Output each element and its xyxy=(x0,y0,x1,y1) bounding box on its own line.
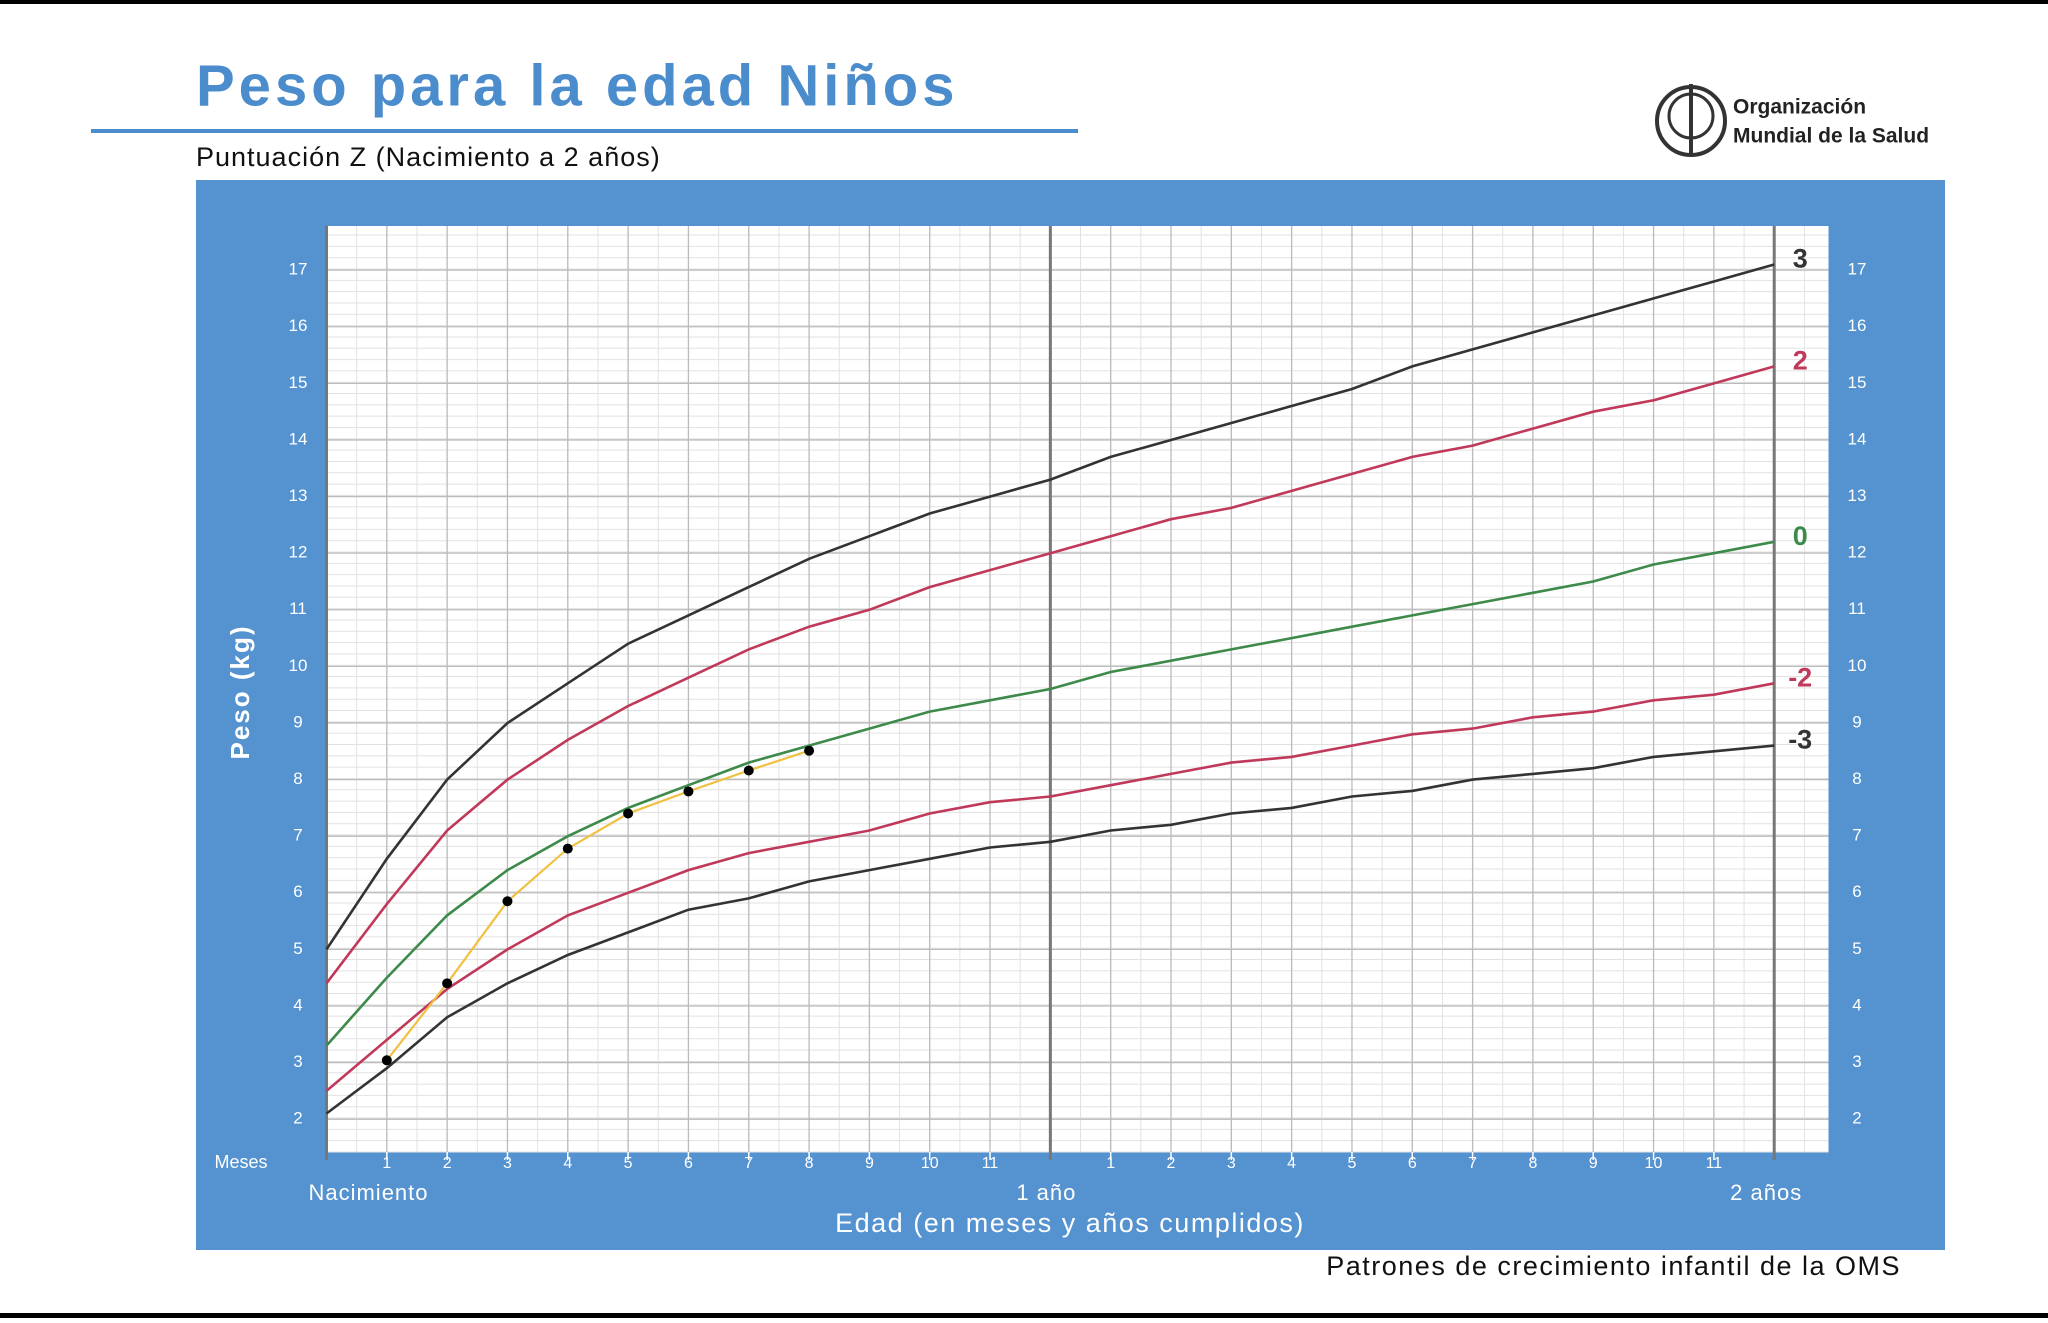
x-tick-label: 6 xyxy=(1408,1155,1417,1172)
y-tick-label: 17 xyxy=(289,260,308,279)
y-tick-label: 10 xyxy=(289,656,308,675)
y-tick-label: 4 xyxy=(1852,995,1861,1014)
data-point xyxy=(442,978,453,989)
y-tick-label: 11 xyxy=(289,599,307,618)
x-tick-label: 8 xyxy=(1528,1155,1537,1172)
y-tick-label: 13 xyxy=(289,486,308,505)
x-tick-label: 10 xyxy=(1645,1155,1663,1172)
x-tick-label: 1 xyxy=(1106,1155,1115,1172)
plot-area xyxy=(326,226,1829,1152)
series-line xyxy=(325,540,1775,1047)
x-tick-label: 3 xyxy=(1227,1155,1236,1172)
y-tick-label: 5 xyxy=(293,939,302,958)
y-tick-label: 12 xyxy=(1848,543,1867,562)
series-label: 0 xyxy=(1793,521,1808,551)
y-tick-label: 5 xyxy=(1852,939,1861,958)
chart-subtitle: Puntuación Z (Nacimiento a 2 años) xyxy=(196,142,661,172)
y-tick-label: 12 xyxy=(289,543,308,562)
y-tick-label: 9 xyxy=(293,712,302,731)
series-line xyxy=(325,744,1775,1115)
y-tick-label: 7 xyxy=(293,826,302,845)
y-tick-label: 4 xyxy=(293,995,302,1014)
y-tick-label: 16 xyxy=(289,316,308,335)
series-label: 3 xyxy=(1793,244,1808,274)
y-tick-label: 13 xyxy=(1848,486,1867,505)
series-line xyxy=(325,263,1775,951)
x-axis-label: Edad (en meses y años cumplidos) xyxy=(835,1208,1305,1238)
series-line xyxy=(325,682,1775,1092)
x-major-label: Nacimiento xyxy=(308,1180,428,1205)
y-tick-label: 9 xyxy=(1852,712,1861,731)
x-tick-label: 7 xyxy=(1468,1155,1477,1172)
x-tick-label: 4 xyxy=(1287,1155,1296,1172)
data-point xyxy=(381,1055,392,1066)
x-tick-label: 4 xyxy=(563,1155,572,1172)
x-major-label: 1 año xyxy=(1016,1180,1076,1205)
y-tick-label: 15 xyxy=(1848,373,1867,392)
y-tick-label: 6 xyxy=(1852,882,1861,901)
x-tick-label: 2 xyxy=(443,1155,452,1172)
x-unit-label: Meses xyxy=(214,1152,267,1172)
logo: Organización Mundial de la Salud xyxy=(1655,84,1929,157)
x-tick-label: 3 xyxy=(503,1155,512,1172)
y-tick-label: 15 xyxy=(289,373,308,392)
chart-title: Peso para la edad Niños xyxy=(196,53,958,118)
data-point xyxy=(623,808,634,819)
y-tick-label: 17 xyxy=(1848,260,1867,279)
x-major-label: 2 años xyxy=(1730,1180,1802,1205)
series-line xyxy=(325,365,1775,985)
series-label: -2 xyxy=(1788,662,1812,692)
x-tick-label: 9 xyxy=(865,1155,874,1172)
x-tick-label: 9 xyxy=(1589,1155,1598,1172)
x-tick-label: 5 xyxy=(1348,1155,1357,1172)
y-tick-label: 3 xyxy=(293,1052,302,1071)
y-tick-label: 3 xyxy=(1852,1052,1861,1071)
series-label: -3 xyxy=(1788,725,1812,755)
x-tick-label: 8 xyxy=(805,1155,814,1172)
bottom-bar xyxy=(0,1313,2048,1318)
x-tick-label: 5 xyxy=(624,1155,633,1172)
y-tick-label: 14 xyxy=(289,429,308,448)
y-tick-label: 6 xyxy=(293,882,302,901)
y-tick-label: 2 xyxy=(1852,1109,1861,1128)
data-point xyxy=(743,765,754,776)
y-tick-label: 16 xyxy=(1848,316,1867,335)
y-tick-label: 8 xyxy=(1852,769,1861,788)
series-line xyxy=(385,749,810,1061)
data-point xyxy=(804,745,815,756)
x-tick-label: 11 xyxy=(1706,1155,1723,1172)
data-point xyxy=(562,843,573,854)
top-bar xyxy=(0,0,2048,4)
data-point xyxy=(683,786,694,797)
y-tick-label: 8 xyxy=(293,769,302,788)
y-tick-label: 2 xyxy=(293,1109,302,1128)
logo-text: Organización xyxy=(1733,96,1866,119)
x-tick-label: 1 xyxy=(382,1155,391,1172)
x-tick-label: 10 xyxy=(921,1155,939,1172)
x-tick-label: 11 xyxy=(982,1155,999,1172)
y-axis-label: Peso (kg) xyxy=(225,624,255,759)
y-tick-label: 7 xyxy=(1852,826,1861,845)
x-tick-label: 2 xyxy=(1167,1155,1176,1172)
x-tick-label: 6 xyxy=(684,1155,693,1172)
source: Patrones de crecimiento infantil de la O… xyxy=(1326,1251,1901,1281)
y-tick-label: 14 xyxy=(1848,429,1867,448)
x-tick-label: 7 xyxy=(744,1155,753,1172)
series-label: 2 xyxy=(1793,345,1808,375)
y-tick-label: 11 xyxy=(1848,599,1866,618)
data-point xyxy=(502,896,513,907)
marks xyxy=(325,263,1775,1115)
grid xyxy=(325,226,1829,1160)
y-tick-label: 10 xyxy=(1848,656,1867,675)
logo-text: Mundial de la Salud xyxy=(1733,125,1929,148)
